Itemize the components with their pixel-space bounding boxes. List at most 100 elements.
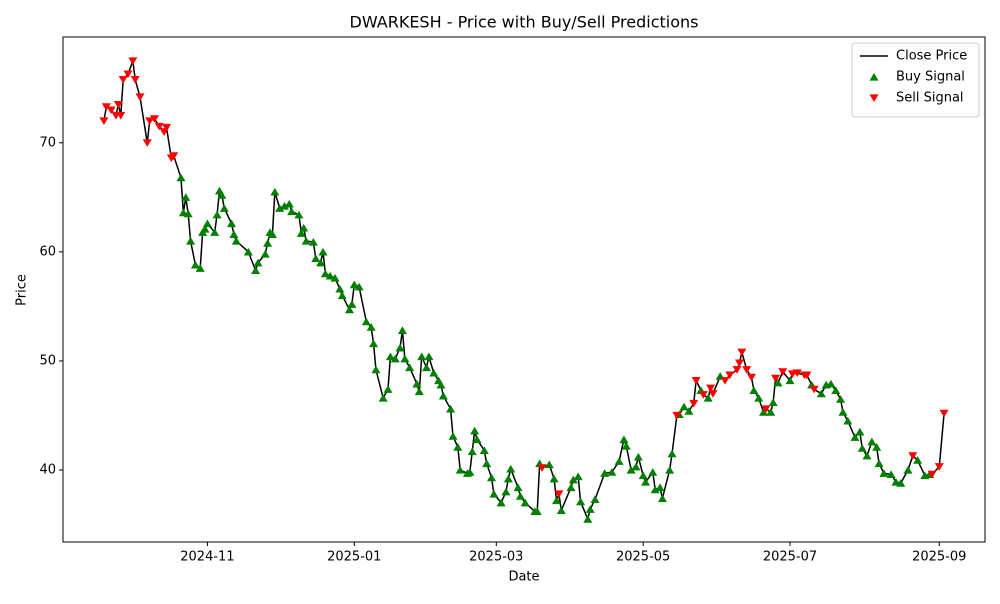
buy-marker xyxy=(412,379,422,388)
buy-marker xyxy=(183,209,193,218)
buy-marker xyxy=(573,472,583,481)
buy-marker xyxy=(405,363,415,372)
buy-marker xyxy=(826,379,836,388)
buy-marker xyxy=(576,497,586,506)
buy-marker xyxy=(279,202,289,210)
sell-marker xyxy=(118,75,128,84)
buy-marker xyxy=(231,236,241,245)
buy-marker xyxy=(308,238,318,246)
buy-marker xyxy=(886,470,896,478)
buy-marker xyxy=(648,468,658,476)
buy-marker xyxy=(436,380,446,389)
buy-marker xyxy=(347,300,357,308)
buy-marker xyxy=(311,254,321,263)
buy-marker xyxy=(551,496,561,505)
buy-marker xyxy=(838,408,848,416)
buy-marker xyxy=(414,387,424,396)
sell-marker xyxy=(113,101,123,109)
buy-marker xyxy=(400,354,410,363)
buy-marker xyxy=(270,187,280,196)
buy-marker xyxy=(284,199,294,208)
legend-label: Close Price xyxy=(896,49,967,64)
buy-marker xyxy=(349,280,359,289)
legend-box xyxy=(851,42,980,118)
sell-marker xyxy=(149,115,159,123)
x-axis-label: Date xyxy=(508,570,539,585)
buy-marker xyxy=(568,475,578,484)
buy-marker xyxy=(417,352,427,361)
buy-marker xyxy=(243,247,253,256)
y-tick-label: 50 xyxy=(39,353,56,368)
buy-marker xyxy=(532,507,542,516)
buy-marker xyxy=(448,432,458,440)
buy-marker xyxy=(472,435,482,444)
sell-marker xyxy=(927,470,937,479)
buy-marker xyxy=(556,506,566,514)
buy-marker xyxy=(217,191,227,199)
sell-marker xyxy=(130,75,140,84)
sell-marker xyxy=(802,371,812,380)
buy-marker xyxy=(429,368,439,377)
sell-marker xyxy=(554,490,564,499)
legend-label: Buy Signal xyxy=(896,70,965,85)
x-tick-label: 2024-11 xyxy=(180,550,234,565)
sell-marker xyxy=(106,106,116,115)
buy-marker xyxy=(446,404,456,413)
buy-marker xyxy=(287,207,297,216)
buy-marker xyxy=(626,465,636,474)
buy-marker xyxy=(202,219,212,228)
buy-marker xyxy=(296,229,306,237)
buy-marker xyxy=(320,269,330,278)
sell-marker xyxy=(746,373,756,382)
buy-marker xyxy=(703,393,713,402)
y-axis-label: Price xyxy=(15,274,30,306)
buy-marker xyxy=(299,223,309,232)
buy-marker xyxy=(212,210,222,219)
buy-marker xyxy=(366,323,376,331)
buy-marker xyxy=(631,462,641,471)
buy-marker xyxy=(354,282,364,291)
buy-marker xyxy=(176,173,186,182)
buy-marker xyxy=(301,236,311,245)
sell-marker xyxy=(732,366,742,374)
buy-marker xyxy=(195,264,205,272)
y-tick-label: 60 xyxy=(39,244,56,259)
legend-marker xyxy=(869,72,879,81)
y-tick-label: 40 xyxy=(39,463,56,478)
x-tick-label: 2025-05 xyxy=(616,550,670,565)
buy-marker xyxy=(657,494,667,502)
sell-marker xyxy=(706,384,716,393)
buy-marker xyxy=(275,204,285,212)
buy-marker xyxy=(318,247,328,256)
sell-marker xyxy=(698,391,708,399)
x-tick-label: 2025-09 xyxy=(912,550,966,565)
sell-marker xyxy=(128,57,138,66)
buy-marker xyxy=(470,426,480,435)
buy-marker xyxy=(337,291,347,300)
buy-marker xyxy=(344,305,354,314)
sell-marker xyxy=(809,385,819,394)
buy-marker xyxy=(294,210,304,219)
buy-marker xyxy=(759,408,769,416)
buy-marker xyxy=(424,352,434,361)
buy-marker xyxy=(655,483,665,492)
buy-marker xyxy=(422,363,432,372)
sell-marker xyxy=(737,348,747,357)
buy-marker xyxy=(385,352,395,361)
buy-marker xyxy=(872,443,882,451)
sell-marker xyxy=(116,111,126,120)
buy-marker xyxy=(896,479,906,487)
buy-marker xyxy=(453,443,463,451)
buy-marker xyxy=(369,339,379,348)
buy-marker xyxy=(489,489,499,498)
buy-marker xyxy=(768,398,778,406)
sell-marker xyxy=(123,70,133,79)
buy-marker xyxy=(684,407,694,415)
legend-label: Sell Signal xyxy=(896,91,964,106)
sell-marker xyxy=(939,409,949,418)
buy-marker xyxy=(330,273,340,282)
buy-marker xyxy=(251,266,261,275)
buy-marker xyxy=(785,376,795,385)
